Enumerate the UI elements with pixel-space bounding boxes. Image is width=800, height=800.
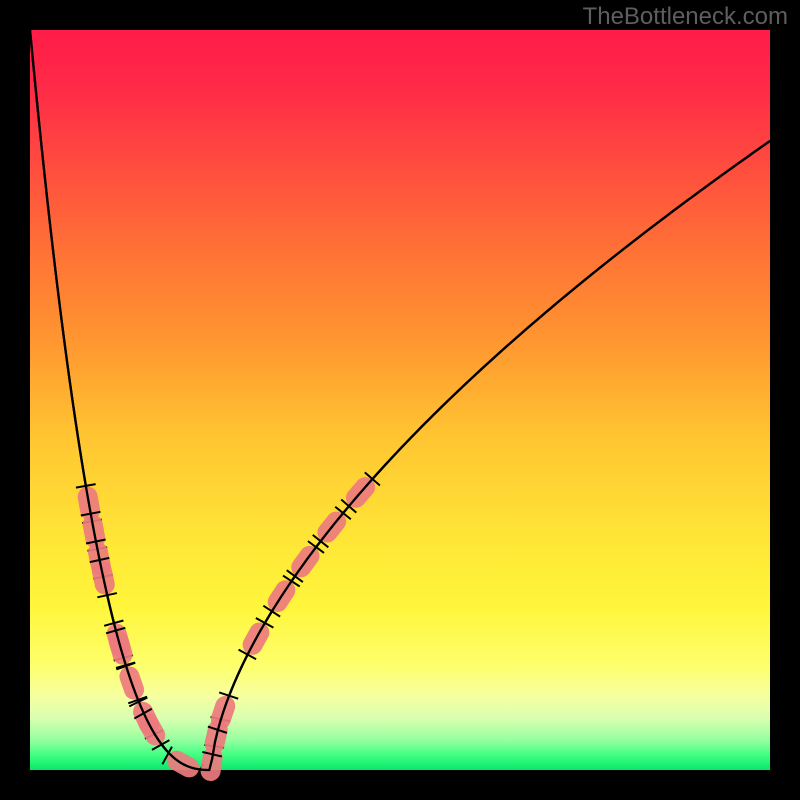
- v-curve: [30, 30, 770, 770]
- v-curve: [30, 30, 770, 770]
- plot-area: [30, 30, 770, 770]
- watermark-text: TheBottleneck.com: [583, 3, 788, 31]
- curve-layer: [30, 30, 770, 770]
- chart-stage: TheBottleneck.com: [0, 0, 800, 800]
- curve-markers: [76, 472, 380, 783]
